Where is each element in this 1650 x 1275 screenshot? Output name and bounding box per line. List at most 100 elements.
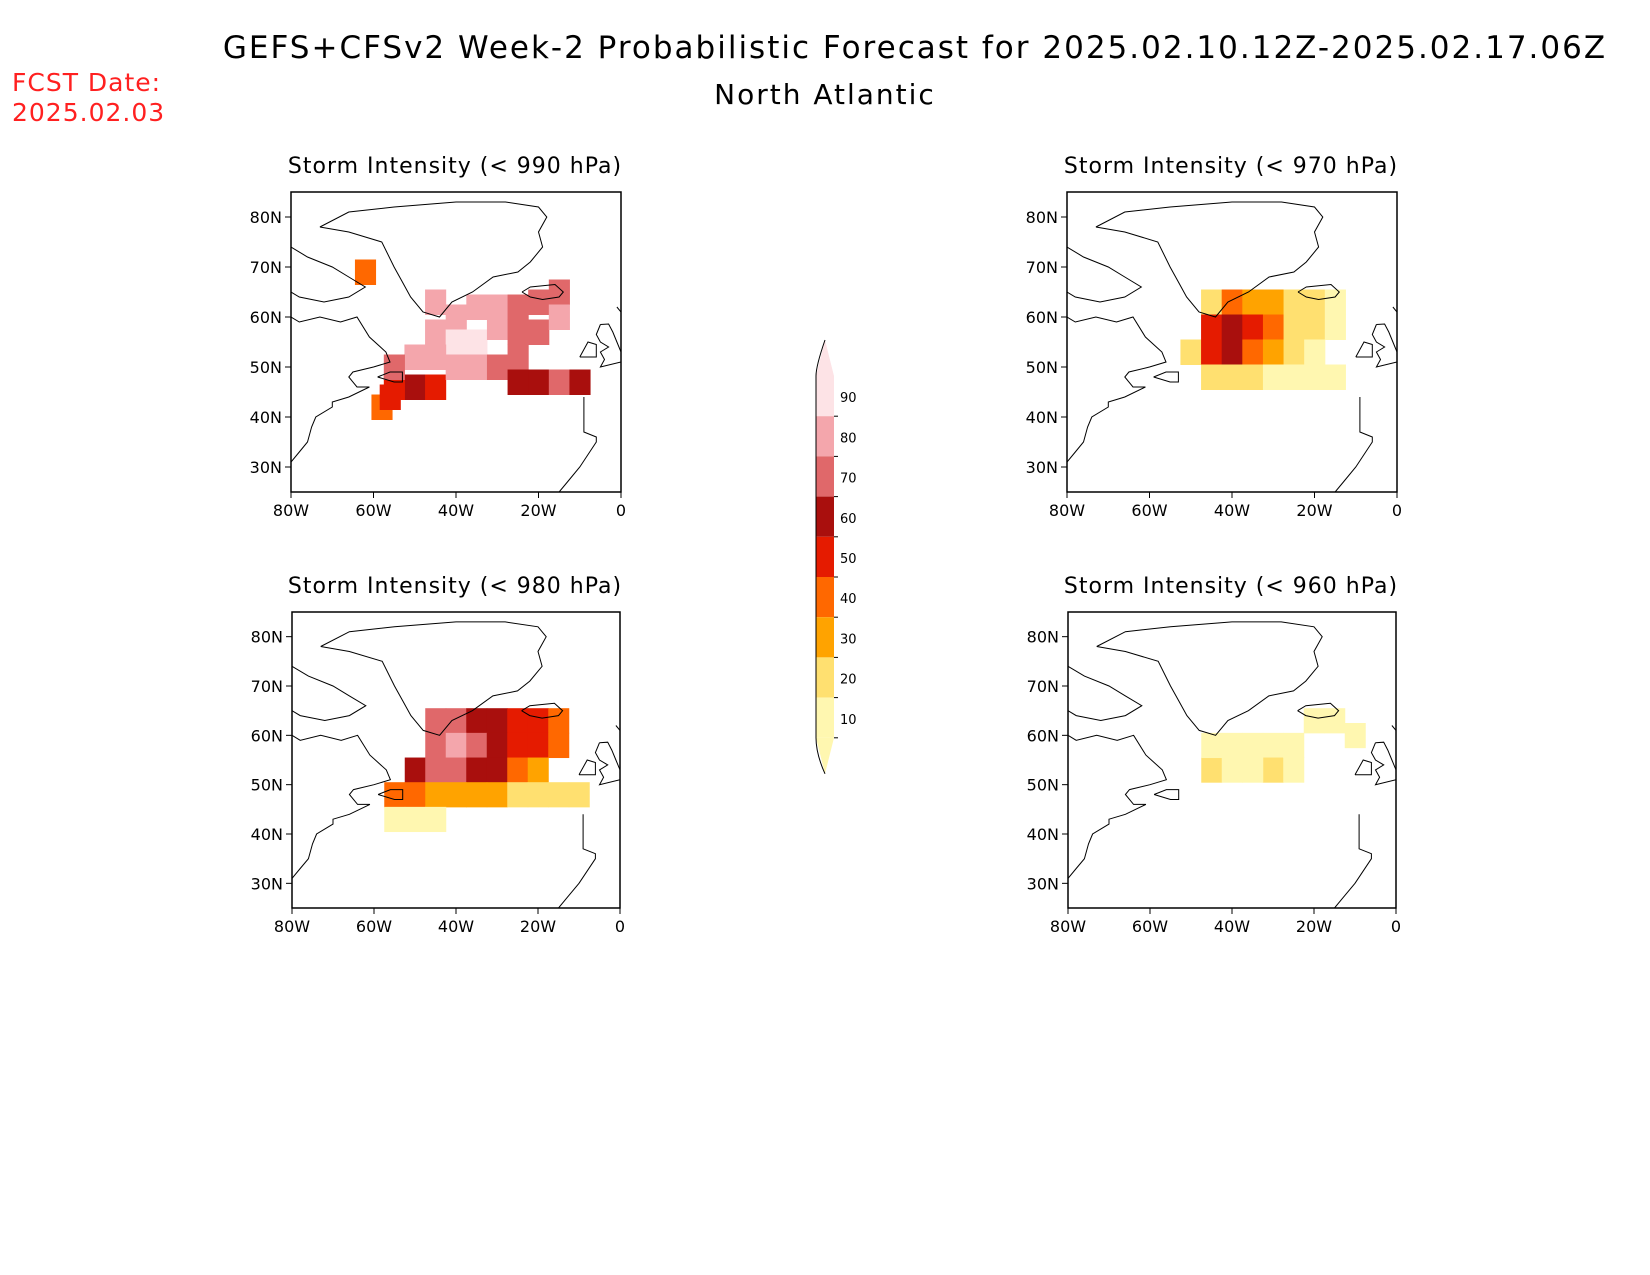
probability-cell [445, 329, 467, 355]
fcst-date-value: 2025.02.03 [12, 98, 166, 127]
probability-cell [569, 369, 591, 395]
lat-label: 70N [1027, 677, 1059, 696]
probability-cell [1283, 289, 1305, 315]
lon-label: 60W [1132, 917, 1168, 936]
probability-cell [1344, 723, 1366, 749]
probability-cell [1304, 289, 1326, 315]
probability-cell [466, 757, 488, 783]
colorbar-label: 50 [840, 552, 857, 567]
probability-cell [527, 732, 549, 759]
probability-cell [1283, 364, 1305, 390]
probability-cell [1201, 364, 1223, 390]
probability-cell [1221, 364, 1243, 390]
probability-cell [404, 806, 426, 833]
probability-cell [425, 732, 447, 759]
colorbar-label: 90 [840, 391, 857, 406]
lon-label: 0 [1392, 501, 1402, 520]
panel-title: Storm Intensity (< 980 hPa) [288, 574, 622, 599]
probability-cell [1262, 339, 1285, 365]
colorbar-label: 70 [840, 472, 857, 487]
coastline [1068, 665, 1143, 722]
coastline [1067, 316, 1167, 463]
coastline [579, 341, 597, 358]
main-title: GEFS+CFSv2 Week-2 Probabilistic Forecast… [222, 30, 1608, 66]
probability-cell [486, 757, 508, 783]
lat-label: 80N [1026, 208, 1058, 227]
probability-cell [548, 369, 570, 395]
probability-cell [1242, 289, 1264, 315]
probability-cell [1262, 314, 1285, 340]
probability-cell [528, 369, 550, 395]
coastline [1297, 702, 1340, 719]
probability-cell [1262, 364, 1285, 390]
coastline [1068, 734, 1168, 879]
lat-label: 70N [1026, 258, 1058, 277]
probability-cell [425, 374, 447, 400]
lat-label: 70N [250, 258, 282, 277]
probability-cell [1201, 314, 1223, 340]
probability-cell [404, 374, 426, 400]
probability-cell [1242, 757, 1264, 783]
probability-cell [404, 757, 426, 783]
fcst-date-label: FCST Date: [12, 68, 162, 97]
probability-cell [1304, 339, 1326, 365]
probability-cell [486, 708, 508, 734]
coastline [1354, 759, 1372, 776]
coastline [1153, 371, 1179, 383]
probability-cell [527, 757, 549, 783]
lon-label: 80W [1050, 917, 1086, 936]
probability-cell [466, 354, 488, 380]
probability-cell [425, 344, 447, 370]
probability-cell [1304, 314, 1326, 340]
lat-label: 30N [1027, 874, 1059, 893]
probability-cell [507, 369, 529, 395]
probability-cell [1304, 364, 1326, 390]
probability-cell [1324, 364, 1346, 390]
coastline [1355, 341, 1373, 358]
lat-label: 40N [250, 408, 282, 427]
lon-label: 60W [355, 501, 391, 520]
probability-cell [1303, 708, 1325, 734]
lon-label: 80W [273, 501, 309, 520]
probability-cell [445, 782, 467, 808]
probability-cell [1242, 732, 1264, 759]
probability-cell [1283, 757, 1305, 783]
lat-label: 80N [251, 628, 283, 647]
probability-cell [527, 708, 549, 734]
probability-cell [1221, 339, 1243, 365]
map-panel-p960: Storm Intensity (< 960 hPa) 80N 70N 60N 50N 4… [1027, 574, 1401, 936]
lat-label: 60N [251, 726, 283, 745]
colorbar-label: 20 [840, 673, 857, 688]
colorbar-swatch [816, 536, 834, 577]
probability-cell [384, 806, 406, 833]
lon-label: 60W [1131, 501, 1167, 520]
probability-cell [548, 782, 570, 808]
lon-label: 0 [616, 501, 626, 520]
lon-label: 80W [1049, 501, 1085, 520]
probability-cell [1283, 314, 1305, 340]
probability-cell [354, 259, 377, 285]
probability-cell [507, 344, 529, 370]
coastline [1067, 246, 1143, 303]
lon-label: 20W [520, 917, 556, 936]
panel-title: Storm Intensity (< 970 hPa) [1064, 154, 1398, 179]
coastline [595, 323, 621, 368]
probability-cell [383, 354, 405, 380]
colorbar-swatch [816, 456, 834, 497]
colorbar-bottom-triangle [816, 737, 834, 774]
map-area [291, 201, 621, 492]
coastline [521, 702, 564, 719]
probability-cell [548, 304, 570, 330]
coastline [1095, 201, 1324, 318]
probability-cell [466, 782, 488, 808]
lon-label: 40W [1214, 917, 1250, 936]
region-subtitle: North Atlantic [714, 78, 936, 111]
colorbar-swatch [816, 697, 834, 738]
probability-cell [1201, 757, 1223, 783]
colorbar-top-triangle [816, 340, 834, 376]
probability-cell [507, 732, 529, 759]
probability-cell [1201, 732, 1223, 759]
colorbar-swatch [816, 617, 834, 658]
probability-cell [1283, 339, 1305, 365]
colorbar: 90 80 70 60 50 40 30 20 10 [815, 339, 857, 775]
